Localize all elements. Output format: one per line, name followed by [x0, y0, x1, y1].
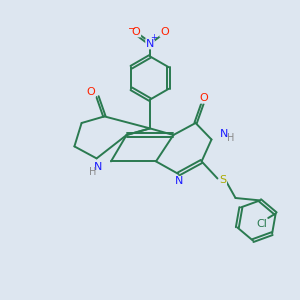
Text: O: O — [86, 87, 95, 97]
Text: −: − — [128, 24, 136, 34]
Text: H: H — [227, 133, 234, 143]
Text: S: S — [219, 175, 226, 185]
Text: N: N — [94, 162, 103, 172]
Text: H: H — [89, 167, 96, 177]
Text: O: O — [160, 27, 169, 37]
Text: N: N — [220, 129, 228, 139]
Text: N: N — [175, 176, 183, 187]
Text: O: O — [132, 27, 141, 37]
Text: N: N — [146, 39, 154, 49]
Text: O: O — [200, 93, 208, 103]
Text: +: + — [151, 33, 157, 42]
Text: Cl: Cl — [256, 219, 267, 229]
